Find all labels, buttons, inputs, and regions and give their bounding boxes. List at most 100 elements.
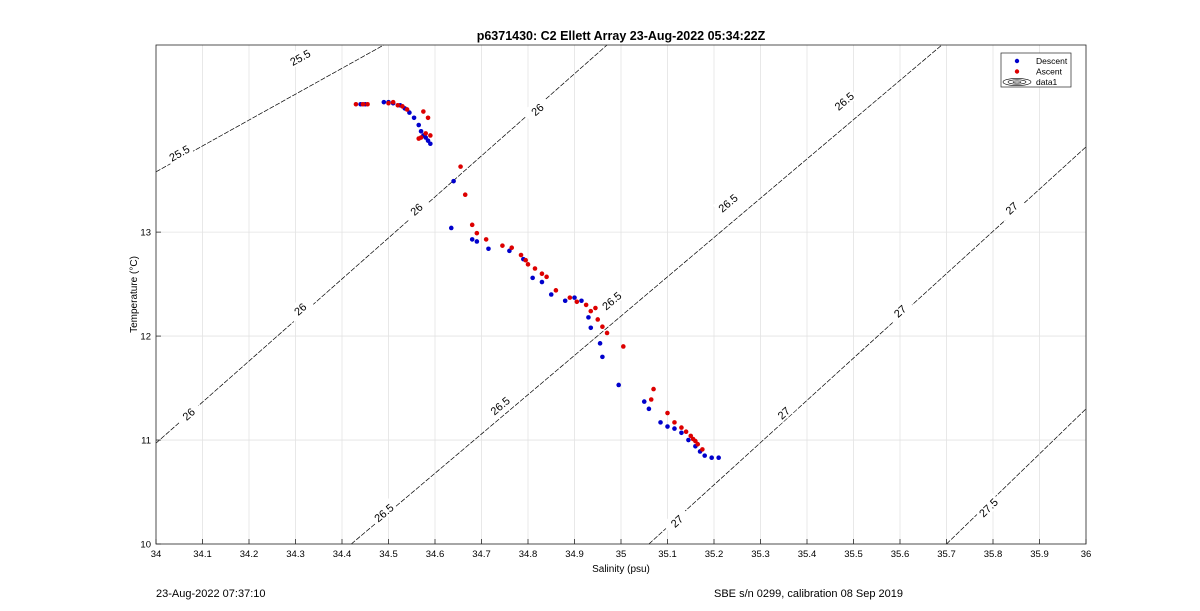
x-tick-label: 35.2 xyxy=(705,549,724,560)
ascent-point xyxy=(593,305,598,311)
isopycnal-label-bg xyxy=(973,492,1002,521)
descent-point xyxy=(416,122,422,128)
x-tick-label: 35.3 xyxy=(751,549,770,560)
descent-point xyxy=(448,225,454,231)
calibration-footer: SBE s/n 0299, calibration 08 Sep 2019 xyxy=(714,588,903,600)
ascent-point xyxy=(672,420,677,425)
ascent-point xyxy=(648,397,654,402)
ascent-point xyxy=(421,109,426,114)
isopycnal-label-bg xyxy=(285,294,314,323)
ascent-point xyxy=(360,101,366,107)
descent-point xyxy=(641,399,647,404)
descent-point xyxy=(539,279,545,285)
ascent-point xyxy=(544,274,549,280)
x-tick-label: 35.5 xyxy=(844,549,863,560)
isopycnal-label-group: 25.5 xyxy=(164,139,194,165)
isopycnal-label-bg xyxy=(884,296,914,325)
isopycnal-label-bg xyxy=(485,391,514,419)
isopycnal-label-bg xyxy=(164,139,194,165)
x-tick-label: 34.8 xyxy=(519,549,538,560)
ascent-point xyxy=(523,257,528,263)
ascent-point xyxy=(483,237,489,242)
x-tick-label: 36 xyxy=(1081,549,1092,560)
x-tick-label: 34.7 xyxy=(472,549,491,560)
descent-point xyxy=(646,406,652,412)
isopycnal-label-group: 26 xyxy=(285,294,314,323)
descent-point xyxy=(716,455,721,461)
x-tick-label: 35.9 xyxy=(1030,549,1049,560)
descent-point xyxy=(702,453,707,458)
x-tick-label: 34.9 xyxy=(565,549,584,560)
x-tick-label: 34.2 xyxy=(240,549,259,560)
isopycnal-label-bg xyxy=(661,506,691,535)
isopycnal-label-group: 26.5 xyxy=(368,498,398,526)
descent-point xyxy=(586,315,591,320)
axis-ticks: 34 34.1 34.2 34.3 34.4 34.5 34.6 34.7 34.8 34.9 35… xyxy=(140,228,1091,560)
ascent-point xyxy=(386,100,391,106)
ascent-point xyxy=(679,425,684,430)
ascent-point xyxy=(665,410,670,416)
x-tick-label: 35.1 xyxy=(658,549,677,560)
ascent-point xyxy=(700,447,705,452)
ascent-point xyxy=(539,271,545,277)
ascent-point xyxy=(428,133,433,138)
y-tick-label: 13 xyxy=(140,228,151,239)
isopycnal-label-bg xyxy=(401,194,431,223)
ascent-point xyxy=(395,102,401,108)
descent-point xyxy=(658,420,663,425)
isopycnal-label-group: 26.5 xyxy=(485,391,514,419)
legend-box xyxy=(1000,52,1072,88)
descent-point xyxy=(428,141,433,147)
isopycnal-label-group: 26.5 xyxy=(596,286,626,314)
y-tick-label: 12 xyxy=(140,332,151,343)
x-tick-label: 34.4 xyxy=(333,549,352,560)
isopycnal-line xyxy=(946,408,1087,545)
ascent-point xyxy=(595,317,601,322)
x-axis-label: Salinity (psu) xyxy=(592,564,650,575)
descent-point xyxy=(588,325,594,331)
y-axis-label: Temperature (°C) xyxy=(129,256,140,333)
ascent-point xyxy=(500,243,505,248)
ascent-point xyxy=(600,324,605,330)
isopycnal-label-group: 27.5 xyxy=(973,492,1002,521)
x-tick-label: 35.7 xyxy=(937,549,956,560)
ascent-point xyxy=(400,104,405,109)
descent-point xyxy=(597,341,603,346)
ascent-point xyxy=(532,266,538,271)
ascent-point xyxy=(525,262,531,267)
x-tick-label: 34.3 xyxy=(286,549,305,560)
isopycnal-label-bg xyxy=(522,94,552,123)
y-tick-label: 10 xyxy=(140,540,151,551)
x-tick-label: 35 xyxy=(616,549,627,560)
isopycnal-label-group: 27 xyxy=(996,193,1026,222)
isopycnal-label-bg xyxy=(712,188,742,216)
isopycnal-label-bg xyxy=(284,44,315,70)
descent-point xyxy=(572,295,577,300)
ascent-point xyxy=(553,288,559,293)
x-tick-label: 35.6 xyxy=(891,549,910,560)
ascent-point xyxy=(695,441,701,447)
isopycnal-label-group: 27 xyxy=(884,296,914,325)
descent-point xyxy=(474,239,480,244)
x-tick-label: 34.1 xyxy=(193,549,212,560)
legend-label: Descent xyxy=(1036,56,1068,66)
descent-point xyxy=(418,128,424,134)
density-contours: 25.525.52626262626.526.526.526.526.52727… xyxy=(155,44,1087,545)
ascent-point xyxy=(469,222,475,228)
ascent-point xyxy=(423,131,429,136)
descent-point xyxy=(616,382,621,388)
ascent-point xyxy=(418,135,424,140)
descent-point xyxy=(381,99,387,105)
isopycnal-line xyxy=(351,44,943,545)
ascent-point xyxy=(588,308,594,314)
isopycnal-line xyxy=(155,44,385,173)
ascent-point xyxy=(425,115,431,121)
descent-point xyxy=(672,426,677,431)
legend-label: Ascent xyxy=(1036,67,1063,77)
ascent-point xyxy=(365,101,370,107)
ascent-point xyxy=(651,386,656,392)
chart-title: p6371430: C2 Ellett Array 23-Aug-2022 05… xyxy=(477,29,766,43)
legend-contour-icon xyxy=(1002,78,1032,86)
x-tick-label: 35.8 xyxy=(984,549,1003,560)
isopycnal-label-bg xyxy=(829,86,859,115)
